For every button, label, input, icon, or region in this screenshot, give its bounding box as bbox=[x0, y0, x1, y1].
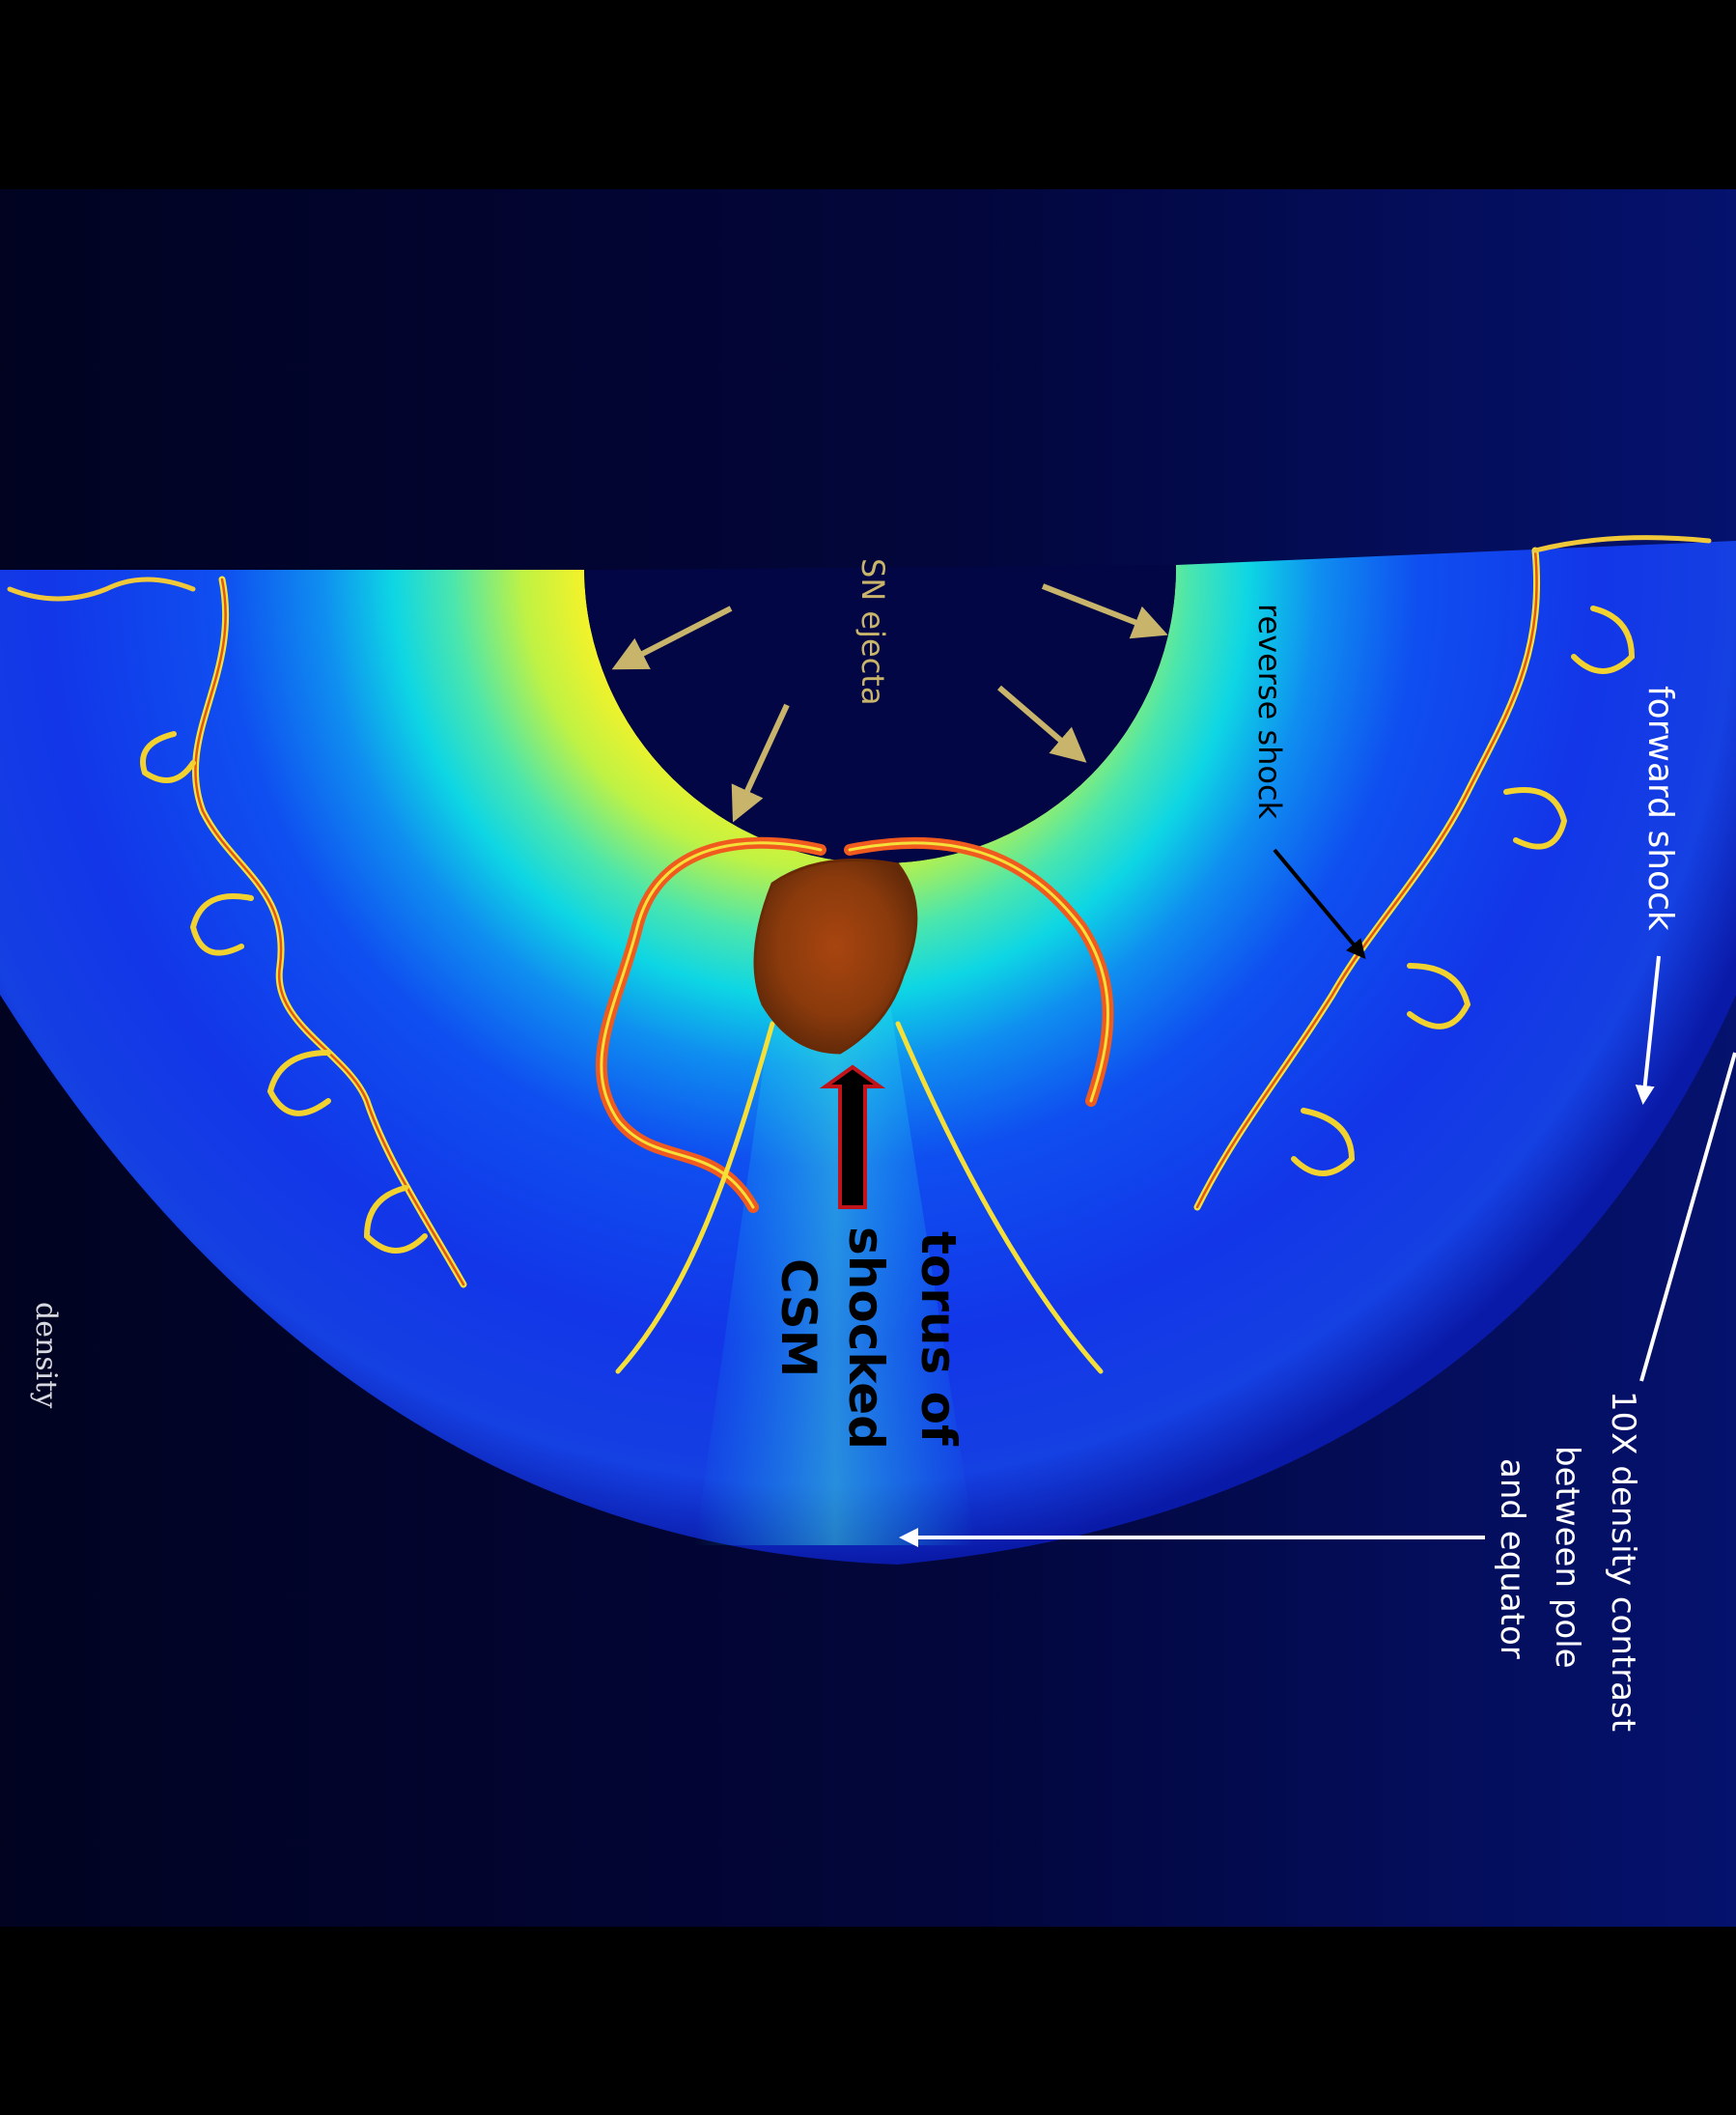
torus-label-line1: torus of bbox=[910, 1231, 966, 1447]
torus-knot bbox=[753, 859, 918, 1055]
right-filaments bbox=[1193, 535, 1712, 1211]
density-contrast-line1: 10X density contrast bbox=[1604, 1391, 1642, 1732]
torus-arrow bbox=[819, 1064, 886, 1209]
forward-shock-arrow bbox=[1635, 955, 1661, 1105]
torus-label: torus of shocked CSM bbox=[770, 1227, 966, 1450]
density-contrast-line2: between pole bbox=[1548, 1446, 1586, 1669]
reverse-shock-label: reverse shock bbox=[1251, 604, 1288, 820]
density-contrast-line bbox=[1639, 1052, 1736, 1382]
density-contrast-line3: and equator bbox=[1493, 1458, 1531, 1659]
torus-label-line3: CSM bbox=[770, 1258, 826, 1377]
top-letterbox bbox=[0, 0, 1736, 189]
ejecta-arrows bbox=[611, 583, 1168, 823]
torus-lobes bbox=[595, 836, 1114, 1374]
equatorial-band bbox=[695, 869, 975, 1545]
reverse-shock-arrow bbox=[1273, 848, 1366, 960]
density-contrast-label: 10X density contrast between pole and eq… bbox=[1493, 1391, 1642, 1732]
colorbar-label: density bbox=[29, 1302, 63, 1408]
sn-ejecta-label: SN ejecta bbox=[854, 558, 891, 705]
bottom-letterbox bbox=[0, 1927, 1736, 2115]
torus-label-line2: shocked bbox=[838, 1227, 894, 1450]
ejecta-arrow-3 bbox=[1041, 583, 1168, 639]
ejecta-arrow-2 bbox=[731, 703, 790, 823]
left-filaments bbox=[7, 576, 467, 1288]
ejecta-arrow-4 bbox=[997, 685, 1087, 763]
forward-shock-label: forward shock bbox=[1640, 686, 1680, 931]
ejecta-arrow-1 bbox=[611, 606, 733, 670]
